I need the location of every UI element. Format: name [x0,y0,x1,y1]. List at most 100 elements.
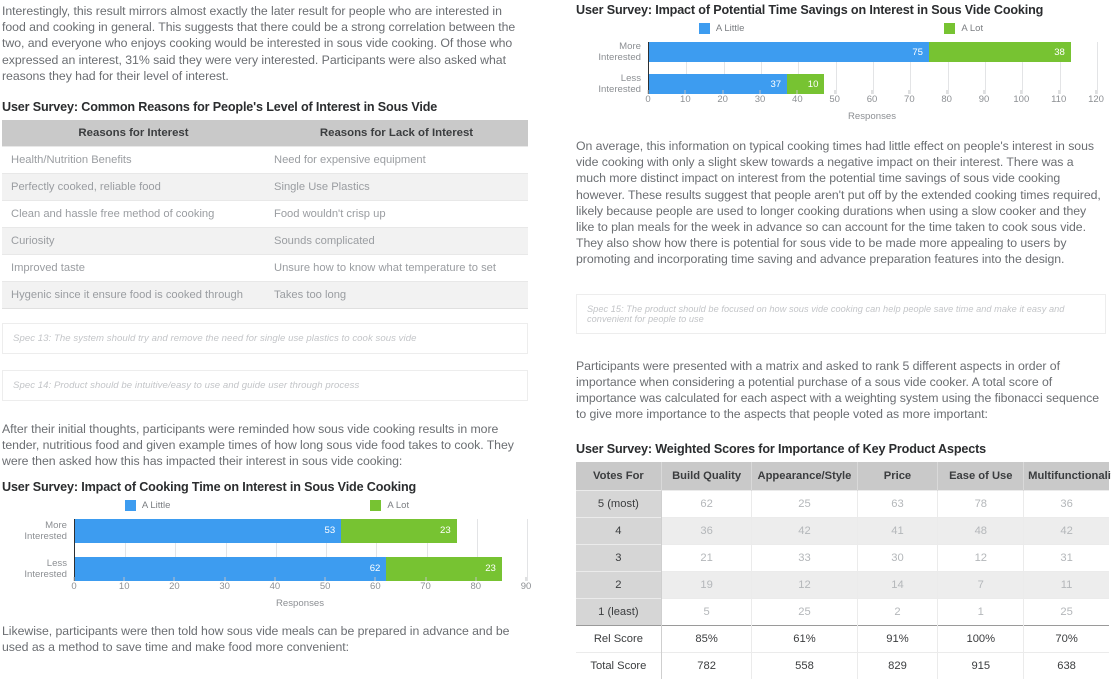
table-cell: Sounds complicated [265,227,528,255]
chart-bar-value: 62 [369,563,381,575]
table-header-row: Votes For Build Quality Appearance/Style Pr… [576,462,1111,491]
table-cell: 33 [751,544,858,572]
chart-plot-area: More Interested Less Interested 75 38 37 10 [576,41,1106,95]
spec-15-box: Spec 15: The product should be focused o… [576,293,1106,334]
table-cell: Curiosity [2,227,265,255]
table-cell: 915 [937,652,1025,679]
chart-tick-label: 80 [941,94,952,105]
table-row: Total Score 782 558 829 915 638 [576,652,1109,679]
table-cell: Improved taste [2,254,265,282]
chart-bar-row: 37 10 [649,74,1106,94]
chart-bar-row: 53 23 [75,518,532,543]
paragraph-before-scores-table: Participants were presented with a matri… [576,358,1099,422]
chart-x-axis: 0 10 20 30 40 50 60 70 80 90 100 110 120 [645,90,1104,110]
chart-tick-label: 30 [754,94,766,105]
column-header-reasons-interest: Reasons for Interest [2,120,265,147]
reasons-table: Reasons for Interest Reasons for Lack of… [2,120,528,310]
legend-item-a-little[interactable]: A Little [124,499,170,511]
table-cell: 829 [857,652,939,679]
spec-13-box: Spec 13: The system should try and remov… [2,323,528,355]
table-cell: Perfectly cooked, reliable food [2,173,265,201]
table-cell: Health/Nutrition Benefits [2,146,265,174]
chart-bar-segment[interactable]: 75 [649,42,929,62]
row-header: 1 (least) [576,598,662,626]
chart-tick-label: 40 [269,580,281,592]
chart-bar-segment[interactable]: 37 [649,74,788,94]
table-cell: Single Use Plastics [265,173,528,201]
chart-tick-label: 90 [520,580,532,592]
legend-item-a-little[interactable]: A Little [698,23,744,34]
paragraph-after-specs: After their initial thoughts, participan… [2,422,514,469]
table-cell: 63 [857,490,939,518]
chart-bar-segment[interactable]: 53 [75,518,342,543]
chart-tick-label: 20 [717,94,728,105]
legend-item-a-lot[interactable]: A Lot [944,23,983,34]
chart-x-axis-label: Responses [848,111,896,122]
table-cell: 85% [661,625,753,653]
table-row: Perfectly cooked, reliable food Single Us… [2,173,528,201]
chart-tick-label: 100 [1013,94,1030,105]
chart-category-label: More Interested [24,519,67,542]
cooking-time-chart-title: User Survey: Impact of Cooking Time on I… [2,479,417,494]
table-cell: Clean and hassle free method of cooking [2,200,265,228]
right-column: User Survey: Impact of Potential Time Sa… [576,0,1111,679]
chart-bar-segment[interactable]: 62 [75,556,387,581]
row-header: 4 [576,517,662,545]
table-cell: Takes too long [265,281,528,310]
chart-tick-label: 0 [645,94,651,105]
chart-bars: 75 38 37 10 [648,42,1106,94]
legend-swatch-icon [698,23,710,34]
chart-bar-segment[interactable]: 23 [386,556,502,581]
chart-bar-value: 37 [770,78,782,90]
chart-tick-label: 60 [866,94,878,105]
left-column: Interestingly, this result mirrors almos… [2,0,532,654]
chart-tick-label: 30 [219,580,230,592]
table-row: Clean and hassle free method of cooking F… [2,200,528,228]
chart-bar-value: 10 [807,78,819,90]
column-header-reasons-lack: Reasons for Lack of Interest [265,120,528,147]
table-cell: 7 [937,571,1025,599]
chart-tick-label: 20 [169,580,180,592]
table-cell: 25 [1023,598,1109,626]
chart-bar-value: 53 [324,525,336,537]
table-cell: 638 [1023,652,1109,679]
table-row: Curiosity Sounds complicated [2,227,528,255]
table-cell: 2 [857,598,939,626]
chart-tick-label: 70 [420,580,431,592]
weighted-scores-table: Votes For Build Quality Appearance/Style Pr… [576,462,1111,679]
table-cell: 14 [857,571,939,599]
table-cell: 30 [857,544,939,572]
chart-bar-segment[interactable]: 23 [341,518,457,543]
scores-table-title: User Survey: Weighted Scores for Importa… [576,442,987,457]
table-row: Hygenic since it ensure food is cooked t… [2,281,528,310]
table-cell: 42 [1023,517,1109,545]
table-row: 1 (least) 5 25 2 1 25 [576,598,1109,626]
table-row: 3 21 33 30 12 31 [576,544,1109,572]
row-header: 3 [576,544,662,572]
table-cell: 12 [751,571,858,599]
table-cell: 42 [751,517,858,545]
table-cell: Unsure how to know what temperature to s… [265,254,528,282]
table-cell: 91% [857,625,939,653]
table-cell: 36 [661,517,753,545]
spec-14-box: Spec 14: Product should be intuitive/eas… [2,370,528,402]
table-header-row: Reasons for Interest Reasons for Lack of… [2,120,528,147]
column-header-build-quality: Build Quality [661,462,753,491]
chart-bar-segment[interactable]: 10 [787,74,825,94]
table-cell: Hygenic since it ensure food is cooked t… [2,281,265,310]
legend-label: A Lot [961,23,984,34]
chart-bar-row: 75 38 [649,42,1106,62]
legend-item-a-lot[interactable]: A Lot [370,499,409,511]
table-cell: 41 [857,517,939,545]
table-cell: 11 [1023,571,1109,599]
table-cell: 19 [661,571,753,599]
legend-swatch-icon [370,499,382,511]
table-cell: 21 [661,544,753,572]
table-cell: Food wouldn't crisp up [265,200,528,228]
chart-tick-label: 40 [792,94,803,105]
paragraph-after-chart: On average, this information on typical … [576,139,1101,267]
chart-tick-label: 10 [118,580,130,592]
legend-swatch-icon [944,23,956,34]
chart-bar-segment[interactable]: 38 [929,42,1071,62]
